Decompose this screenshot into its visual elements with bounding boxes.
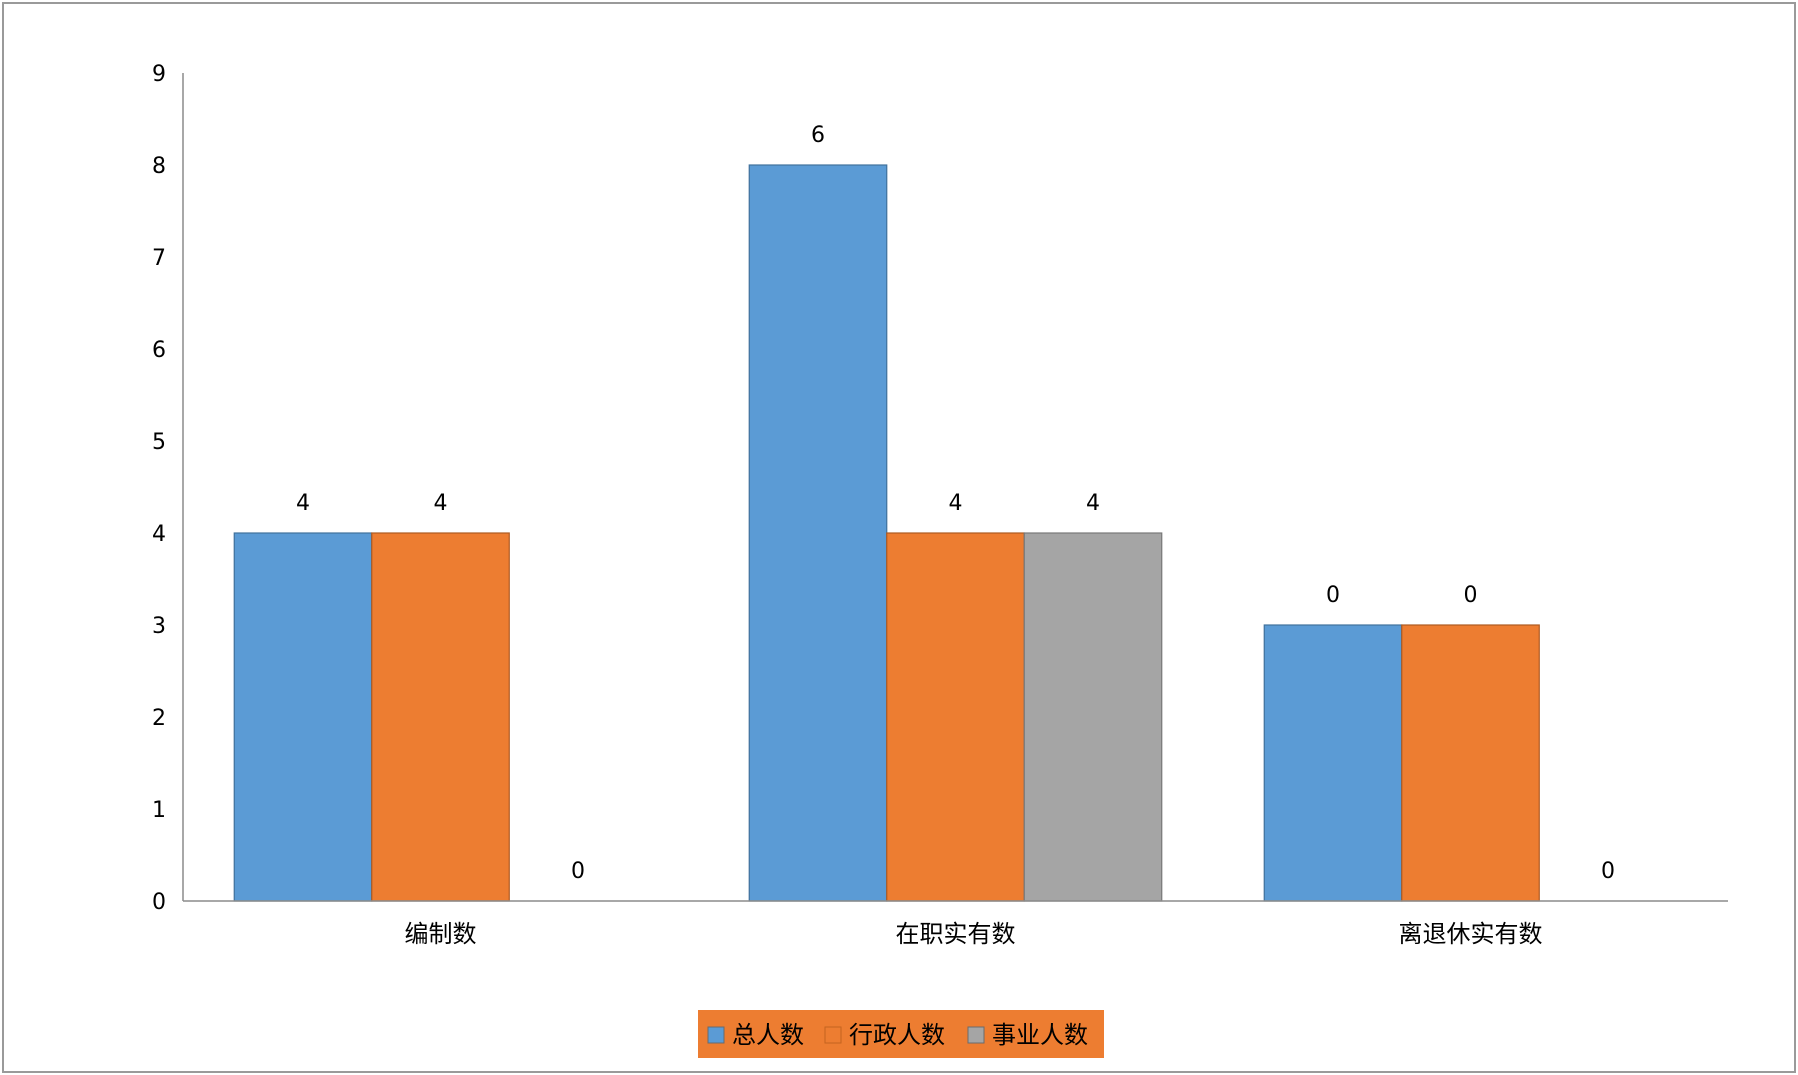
y-tick-label: 8	[152, 154, 166, 179]
bar-1-1	[233, 532, 373, 902]
x-category-label: 在职实有数	[896, 920, 1016, 948]
y-tick-label: 9	[152, 62, 166, 87]
bar-1-2	[748, 164, 888, 902]
bar-1-3	[1263, 624, 1403, 902]
legend-label: 总人数	[732, 1021, 804, 1049]
y-tick-label: 6	[152, 338, 166, 363]
y-tick-label: 0	[152, 890, 166, 915]
legend-background	[698, 1010, 1104, 1058]
bar-2-1	[371, 532, 510, 902]
data-label: 4	[1086, 491, 1100, 516]
data-label: 6	[811, 123, 825, 148]
legend-label: 行政人数	[849, 1021, 945, 1049]
data-labels: 4 4 0 6 4 4 0 0 0	[296, 123, 1615, 884]
data-label: 4	[434, 491, 448, 516]
data-label: 0	[1326, 583, 1340, 608]
data-label: 0	[571, 859, 585, 884]
legend-swatch	[824, 1026, 842, 1044]
legend-swatch	[707, 1026, 725, 1044]
data-label: 4	[949, 491, 963, 516]
x-category-label: 编制数	[405, 920, 477, 948]
y-axis: 0 1 2 3 4 5 6 7 8 9	[152, 62, 184, 915]
legend: 总人数 行政人数 事业人数	[698, 1010, 1104, 1058]
y-tick-label: 5	[152, 430, 166, 455]
bars	[233, 164, 1540, 902]
y-tick-label: 1	[152, 798, 166, 823]
data-label: 0	[1601, 859, 1615, 884]
data-label: 0	[1464, 583, 1478, 608]
x-category-label: 离退休实有数	[1399, 920, 1543, 948]
x-axis: 编制数 在职实有数 离退休实有数	[183, 900, 1728, 948]
bar-3-2	[1023, 532, 1163, 902]
y-tick-label: 7	[152, 246, 166, 271]
legend-label: 事业人数	[992, 1021, 1088, 1049]
y-tick-label: 3	[152, 614, 166, 639]
y-tick-label: 2	[152, 706, 166, 731]
bar-2-3	[1401, 624, 1540, 902]
data-label: 4	[296, 491, 310, 516]
y-tick-label: 4	[152, 522, 166, 547]
legend-swatch	[967, 1026, 985, 1044]
bar-2-2	[886, 532, 1025, 902]
